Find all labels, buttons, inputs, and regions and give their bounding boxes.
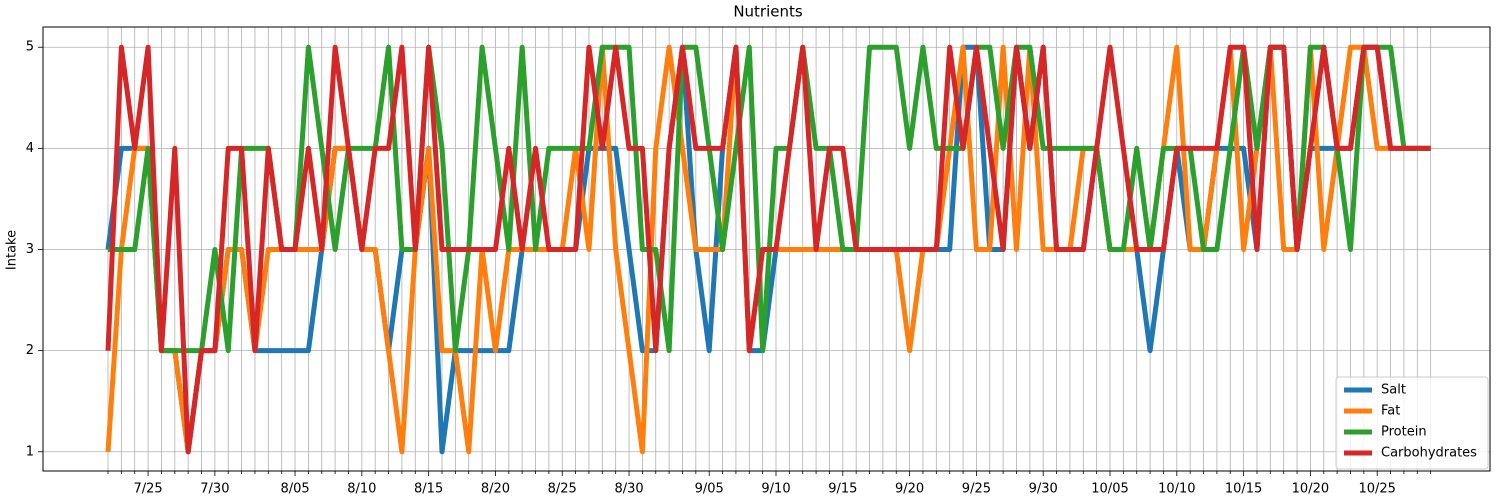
plot-frame [42,26,1491,472]
x-tick-label: 10/20 [1292,482,1329,497]
legend-label: Salt [1381,383,1406,398]
x-tick-label: 10/05 [1091,482,1128,497]
x-tick-label: 8/10 [347,482,376,497]
chart-title: Nutrients [733,3,803,21]
legend-label: Fat [1381,404,1400,419]
legend-label: Protein [1381,425,1427,440]
series-line [105,44,1431,455]
x-tick-label: 9/15 [828,482,857,497]
y-tick-label: 1 [26,444,34,459]
legend-box [1335,376,1489,470]
x-tick-label: 9/10 [761,482,790,497]
x-tick-label: 7/25 [133,482,162,497]
y-tick-label: 5 [26,40,34,55]
x-tick-label: 9/20 [895,482,924,497]
y-tick-label: 4 [26,141,34,156]
x-tick-label: 10/10 [1158,482,1195,497]
y-tick-label: 3 [26,242,34,257]
x-tick-label: 9/30 [1029,482,1058,497]
x-tick-label: 8/05 [280,482,309,497]
x-tick-label: 7/30 [200,482,229,497]
y-tick-label: 2 [26,343,34,358]
x-tick-label: 8/30 [614,482,643,497]
legend-label: Carbohydrates [1381,446,1477,461]
x-tick-label: 10/15 [1225,482,1262,497]
x-tick-label: 10/25 [1358,482,1395,497]
x-tick-label: 8/20 [481,482,510,497]
y-axis-label: Intake [5,230,20,270]
x-tick-label: 9/05 [695,482,724,497]
x-tick-label: 8/15 [414,482,443,497]
x-tick-label: 9/25 [962,482,991,497]
x-tick-label: 8/25 [548,482,577,497]
